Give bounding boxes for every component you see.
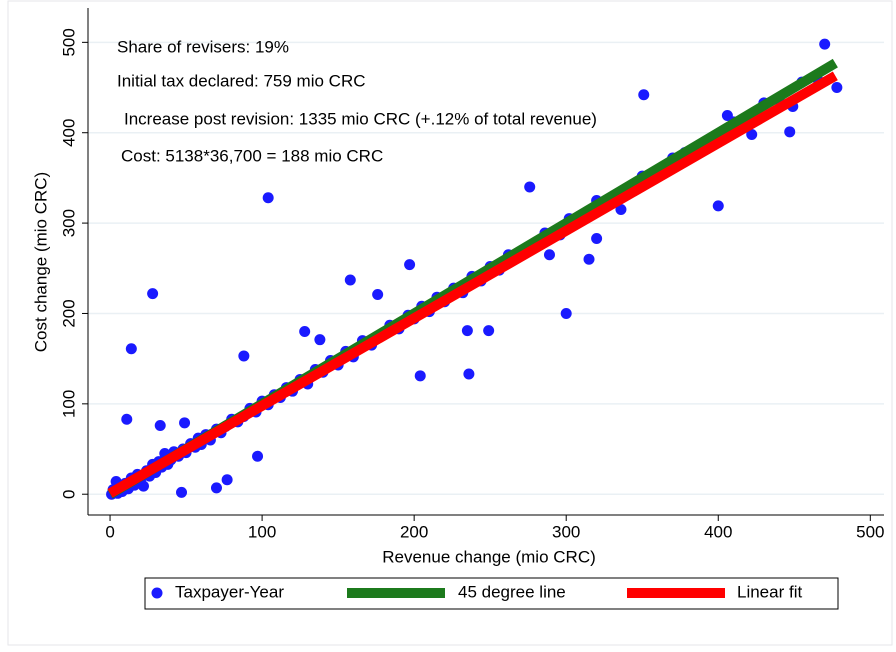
point: [583, 253, 595, 265]
point: [638, 89, 650, 101]
point: [483, 325, 495, 337]
point: [372, 288, 384, 300]
point: [137, 480, 149, 492]
y-tick-label: 200: [59, 299, 78, 327]
point: [712, 200, 724, 212]
point: [121, 413, 133, 425]
point: [819, 38, 831, 50]
point: [299, 326, 311, 338]
point: [238, 350, 250, 362]
x-axis-title: Revenue change (mio CRC): [382, 547, 596, 566]
annotation: Share of revisers: 19%: [117, 37, 289, 56]
point: [414, 370, 426, 382]
point: [615, 204, 627, 216]
point: [344, 274, 356, 286]
annotation: Cost: 5138*36,700 = 188 mio CRC: [121, 146, 383, 165]
point: [831, 82, 843, 94]
point: [784, 126, 796, 138]
x-tick-label: 100: [248, 522, 276, 541]
point: [210, 482, 222, 494]
point: [560, 307, 572, 319]
point: [524, 181, 536, 193]
y-tick-label: 300: [59, 209, 78, 237]
x-tick-label: 300: [552, 522, 580, 541]
y-tick-label: 100: [59, 390, 78, 418]
annotation: Increase post revision: 1335 mio CRC (+.…: [124, 109, 597, 128]
point: [125, 343, 137, 355]
point: [179, 417, 191, 429]
point: [543, 249, 555, 261]
x-tick-label: 200: [400, 522, 428, 541]
legend-label: Taxpayer-Year: [175, 582, 284, 601]
x-tick-label: 400: [704, 522, 732, 541]
point: [463, 368, 475, 380]
point: [404, 259, 416, 271]
point: [147, 288, 159, 300]
x-tick-label: 500: [856, 522, 884, 541]
legend-label: 45 degree line: [458, 582, 566, 601]
annotation: Initial tax declared: 759 mio CRC: [117, 71, 366, 90]
point: [154, 420, 166, 432]
point: [176, 486, 188, 498]
point: [746, 129, 758, 141]
point: [461, 325, 473, 337]
point: [314, 334, 326, 346]
y-tick-label: 400: [59, 119, 78, 147]
point: [591, 232, 603, 244]
legend-label: Linear fit: [737, 582, 802, 601]
legend-marker: [151, 587, 163, 599]
x-tick-label: 0: [105, 522, 114, 541]
point: [721, 110, 733, 122]
y-tick-label: 0: [59, 489, 78, 498]
y-axis-title: Cost change (mio CRC): [31, 172, 50, 352]
graph-region: [7, 0, 893, 646]
fit-line: [107, 71, 838, 498]
point: [221, 474, 233, 486]
point: [262, 192, 274, 204]
y-tick-label: 500: [59, 28, 78, 56]
point: [252, 450, 264, 462]
